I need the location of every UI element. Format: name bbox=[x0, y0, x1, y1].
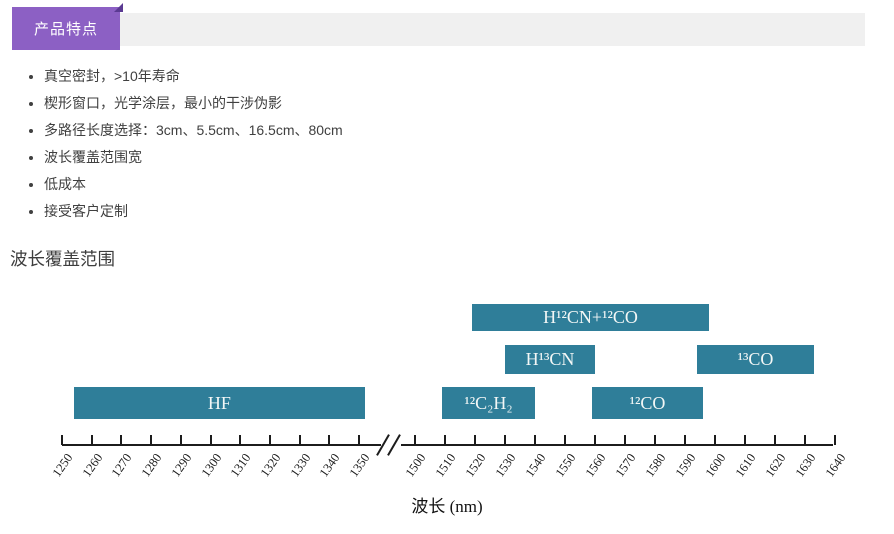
x-axis-tick-label: 1300 bbox=[198, 451, 224, 480]
chart-bar-label: HF bbox=[207, 392, 231, 413]
feature-item-label: 接受客户定制 bbox=[44, 203, 128, 219]
x-axis-tick bbox=[474, 435, 476, 445]
feature-item-label: 波长覆盖范围宽 bbox=[44, 149, 142, 165]
feature-item: 真空密封，>10年寿命 bbox=[44, 63, 343, 90]
chart-bar: ¹²C₂H₂ bbox=[442, 387, 535, 419]
x-axis-tick bbox=[150, 435, 153, 445]
x-axis-tick bbox=[90, 435, 93, 445]
header-strip bbox=[120, 13, 865, 46]
x-axis-tick-label: 1250 bbox=[49, 451, 76, 480]
chart-section-title: 波长覆盖范围 bbox=[10, 249, 115, 269]
x-axis-tick bbox=[624, 435, 626, 445]
x-axis-tick bbox=[298, 435, 301, 445]
axis-break-slash bbox=[387, 434, 401, 456]
feature-item-label: 楔形窗口，光学涂层，最小的干涉伪影 bbox=[44, 95, 282, 111]
x-axis-tick bbox=[774, 435, 776, 445]
section-tab-product-features: 产品特点 bbox=[12, 7, 120, 50]
feature-list: 真空密封，>10年寿命 楔形窗口，光学涂层，最小的干涉伪影 多路径长度选择：3c… bbox=[28, 63, 343, 225]
x-axis-tick bbox=[534, 435, 536, 445]
x-axis-tick-label: 1580 bbox=[642, 451, 669, 480]
x-axis-label: 波长 (nm) bbox=[411, 497, 483, 516]
chart-bar: ¹³CO bbox=[697, 345, 814, 374]
x-axis-tick bbox=[61, 435, 63, 445]
feature-item: 楔形窗口，光学涂层，最小的干涉伪影 bbox=[44, 90, 343, 117]
section-tab-label: 产品特点 bbox=[33, 21, 98, 38]
x-axis-line-left bbox=[62, 444, 381, 446]
wavelength-coverage-chart: 波长 (nm) 1250 1260 1270 1280 1290 1300 1310 1320… bbox=[0, 285, 894, 534]
x-axis-tick-label: 1610 bbox=[732, 451, 759, 480]
x-axis-tick-label: 1620 bbox=[762, 451, 789, 480]
x-axis-tick bbox=[594, 435, 596, 445]
chart-bar: HF bbox=[73, 387, 365, 419]
chart-bar-label: H¹²CN+¹²CO bbox=[543, 307, 638, 327]
x-axis-tick-label: 1320 bbox=[257, 451, 284, 480]
x-axis-tick-label: 1290 bbox=[168, 451, 195, 480]
x-axis-tick-label: 1350 bbox=[346, 451, 373, 480]
chart-bar-label: ¹³CO bbox=[737, 349, 774, 369]
x-axis-tick-label: 1600 bbox=[702, 451, 729, 480]
x-axis-tick bbox=[268, 435, 271, 445]
x-axis-tick bbox=[684, 435, 686, 445]
x-axis-tick-label: 1280 bbox=[138, 451, 165, 480]
x-axis-line-right bbox=[401, 444, 833, 446]
x-axis-tick bbox=[120, 435, 123, 445]
x-axis-tick-label: 1550 bbox=[552, 451, 579, 480]
x-axis-tick-label: 1500 bbox=[402, 451, 429, 480]
x-axis-tick-label: 1640 bbox=[822, 451, 849, 480]
x-axis-tick bbox=[358, 435, 360, 445]
x-axis-tick-label: 1270 bbox=[109, 451, 135, 480]
feature-item: 接受客户定制 bbox=[44, 198, 343, 225]
chart-bar-label: H¹³CN bbox=[525, 349, 575, 369]
x-axis-tick-label: 1530 bbox=[492, 451, 519, 480]
chart-bar: H¹³CN bbox=[505, 345, 595, 374]
x-axis-tick bbox=[804, 435, 806, 445]
x-axis-tick bbox=[834, 435, 836, 445]
feature-item-label: 低成本 bbox=[44, 176, 86, 192]
x-axis-tick bbox=[714, 435, 716, 445]
x-axis-tick bbox=[179, 435, 182, 445]
x-axis-tick bbox=[444, 435, 446, 445]
x-axis-tick-label: 1540 bbox=[522, 451, 549, 480]
chart-bar-label: ¹²C₂H₂ bbox=[464, 392, 513, 413]
x-axis-tick-label: 1630 bbox=[792, 451, 819, 480]
x-axis-tick-label: 1510 bbox=[432, 451, 459, 480]
feature-item: 多路径长度选择：3cm、5.5cm、16.5cm、80cm bbox=[44, 117, 343, 144]
feature-item: 波长覆盖范围宽 bbox=[44, 144, 343, 171]
feature-item-label: 真空密封，>10年寿命 bbox=[44, 68, 180, 84]
chart-bar: H¹²CN+¹²CO bbox=[472, 304, 709, 331]
x-axis-tick-label: 1560 bbox=[582, 451, 609, 480]
x-axis-tick-label: 1310 bbox=[227, 451, 254, 480]
x-axis-tick bbox=[239, 435, 242, 445]
x-axis-tick-label: 1260 bbox=[79, 451, 106, 480]
x-axis-tick bbox=[654, 435, 656, 445]
ribbon-fold bbox=[114, 3, 123, 12]
x-axis-tick bbox=[504, 435, 506, 445]
x-axis-tick-label: 1520 bbox=[462, 451, 489, 480]
chart-bar: ¹²CO bbox=[592, 387, 703, 419]
x-axis-tick bbox=[564, 435, 566, 445]
x-axis-tick-label: 1340 bbox=[316, 451, 343, 480]
x-axis-tick bbox=[328, 435, 331, 445]
chart-bar-label: ¹²CO bbox=[629, 392, 666, 413]
feature-item: 低成本 bbox=[44, 171, 343, 198]
feature-item-label: 多路径长度选择：3cm、5.5cm、16.5cm、80cm bbox=[44, 122, 343, 138]
x-axis-tick-label: 1590 bbox=[672, 451, 699, 480]
x-axis-tick bbox=[414, 435, 416, 445]
x-axis-tick bbox=[744, 435, 746, 445]
x-axis-tick-label: 1570 bbox=[612, 451, 639, 480]
x-axis-tick bbox=[209, 435, 212, 445]
x-axis-tick-label: 1330 bbox=[287, 451, 314, 480]
